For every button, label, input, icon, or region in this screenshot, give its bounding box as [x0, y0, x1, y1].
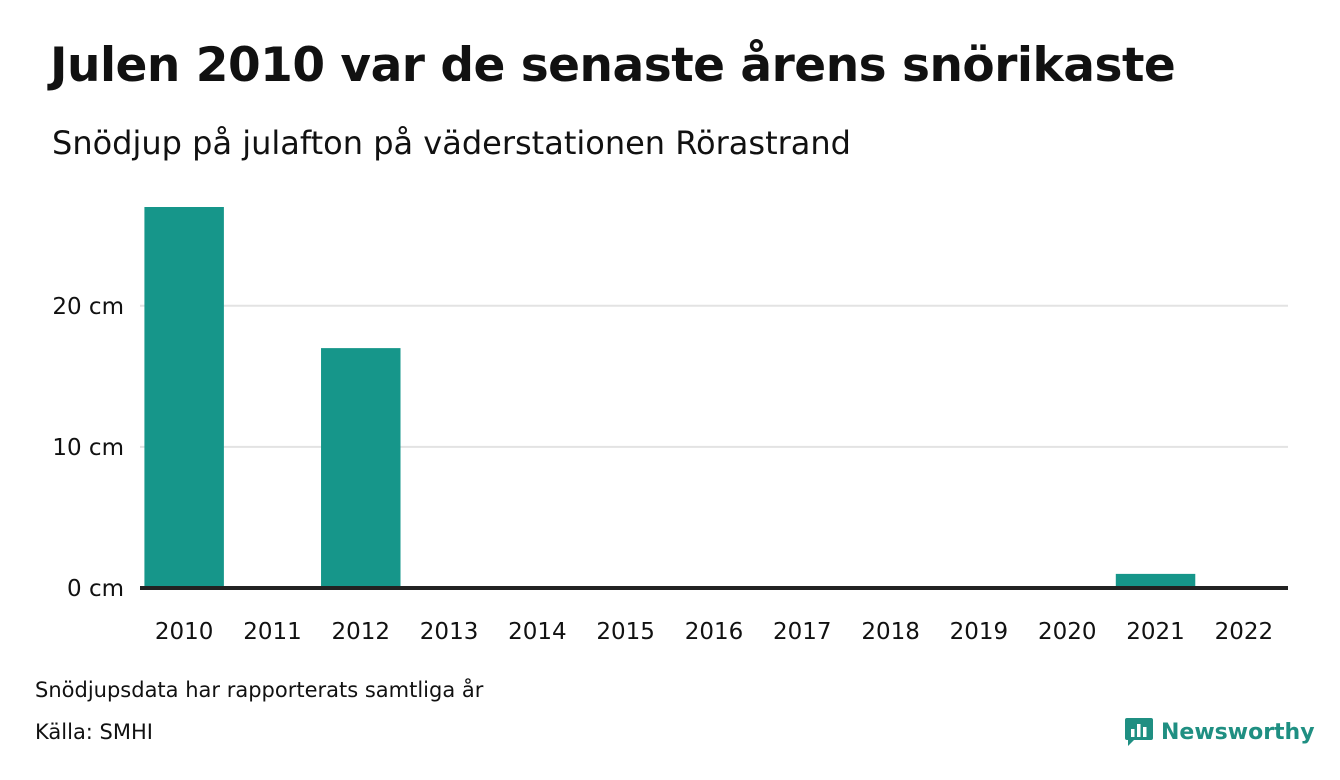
gridlines [140, 304, 1288, 448]
footnote: Snödjupsdata har rapporterats samtliga å… [35, 678, 484, 702]
y-tick-label: 10 cm [52, 435, 124, 461]
x-tick-label: 2019 [950, 619, 1009, 645]
brand-name: Newsworthy [1161, 719, 1315, 745]
source-note: Källa: SMHI [35, 720, 153, 744]
axes: 0 cm 10 cm 20 cm 2010 2011 2012 2013 2014 2015 20… [52, 294, 1288, 645]
x-tick-label: 2011 [243, 619, 302, 645]
bar-chart: 0 cm 10 cm 20 cm 2010 2011 2012 2013 2014 2015 20… [52, 207, 1288, 645]
newsworthy-chat-bars-icon [1125, 718, 1153, 746]
bar [321, 348, 401, 588]
x-tick-label: 2020 [1038, 619, 1097, 645]
x-tick-label: 2016 [685, 619, 744, 645]
chart-title: Julen 2010 var de senaste årens snörikas… [50, 38, 1176, 93]
x-tick-label: 2018 [861, 619, 920, 645]
x-tick-label: 2010 [155, 619, 214, 645]
bar [1115, 573, 1196, 588]
x-tick-label: 2021 [1126, 619, 1185, 645]
chart-subtitle: Snödjup på julafton på väderstationen Rö… [52, 124, 851, 162]
bar [144, 207, 224, 588]
x-tick-label: 2022 [1215, 619, 1274, 645]
bars [144, 207, 1196, 588]
x-tick-label: 2017 [773, 619, 832, 645]
y-tick-label: 20 cm [52, 294, 124, 320]
x-tick-label: 2012 [331, 619, 390, 645]
brand-logo[interactable]: Newsworthy [1124, 716, 1315, 748]
x-tick-label: 2015 [596, 619, 655, 645]
x-tick-label: 2013 [420, 619, 479, 645]
y-tick-label: 0 cm [67, 576, 124, 602]
x-tick-label: 2014 [508, 619, 567, 645]
